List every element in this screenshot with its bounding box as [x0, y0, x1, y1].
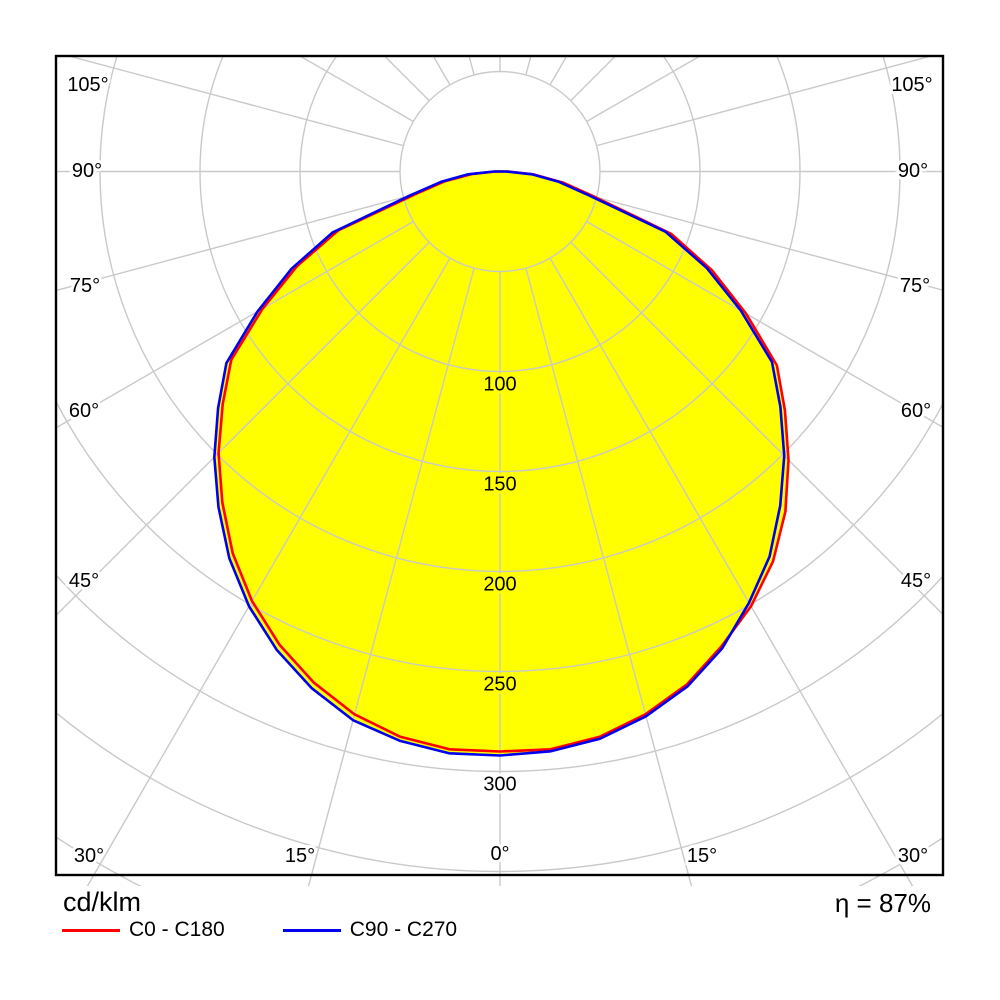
ring-label-150: 150 [483, 474, 516, 496]
angle-label-30deg: 30° [74, 845, 104, 867]
angle-label-90deg: 90° [898, 160, 928, 182]
spoke-gridline-75 [596, 196, 943, 291]
spoke-gridline-150 [549, 56, 568, 86]
angle-label-15deg: 15° [687, 845, 717, 867]
angle-label-45deg: 45° [69, 570, 99, 592]
spoke-gridline-240 [298, 56, 414, 123]
c90-c270-curve [213, 170, 786, 757]
ring-label-layer: 100 150 200 250 300 [480, 371, 519, 799]
plot-frame [54, 54, 945, 877]
spoke-gridline-15 [525, 267, 693, 886]
units-label: cd/klm [63, 887, 142, 917]
curve-fill-layer [214, 171, 789, 756]
angle-label-30deg: 30° [898, 845, 928, 867]
angle-label-0deg: 0° [490, 843, 509, 865]
spoke-gridline-330 [86, 257, 451, 886]
legend: C0 - C180 C90 - C270 [62, 918, 457, 942]
legend-item-c0: C0 - C180 [62, 918, 225, 942]
angle-label-15deg: 15° [285, 845, 315, 867]
spoke-gridline-195 [468, 56, 475, 76]
ring-label-200: 200 [483, 574, 516, 596]
spoke-gridline-165 [525, 56, 532, 76]
curve-fill-c90 [214, 171, 785, 756]
spoke-gridline-255 [66, 56, 404, 147]
curve-layer [213, 170, 790, 757]
spoke-gridline-120 [586, 56, 702, 123]
angle-label-60deg: 60° [69, 400, 99, 422]
ring-label-300: 300 [483, 774, 516, 796]
spoke-gridline-210 [432, 56, 451, 86]
angle-label-105deg: 105° [67, 74, 108, 96]
angle-label-90deg: 90° [72, 160, 102, 182]
angle-label-105deg: 105° [891, 74, 932, 96]
legend-label-c0: C0 - C180 [129, 918, 225, 941]
spoke-gridline-105 [596, 56, 934, 147]
spoke-gridline-285 [56, 196, 404, 292]
angle-label-75deg: 75° [900, 275, 930, 297]
legend-item-c90: C90 - C270 [282, 918, 458, 942]
angle-label-60deg: 60° [901, 400, 931, 422]
spoke-gridline-345 [307, 267, 475, 886]
ring-label-250: 250 [483, 674, 516, 696]
spoke-gridline-45 [570, 241, 943, 616]
spoke-gridline-30 [549, 257, 914, 886]
spoke-gridline-315 [56, 241, 430, 617]
angle-label-45deg: 45° [901, 570, 931, 592]
spoke-gridline-225 [383, 56, 430, 102]
spoke-gridline-300 [56, 220, 414, 429]
c0-line-swatch [62, 928, 120, 932]
ring-label-100: 100 [483, 374, 516, 396]
c0-c180-curve [217, 170, 790, 753]
angle-label-75deg: 75° [70, 275, 100, 297]
c90-line-swatch [282, 928, 341, 932]
legend-label-c90: C90 - C270 [349, 918, 458, 941]
spoke-gridline-135 [570, 56, 617, 102]
efficiency-label: η = 87% [834, 888, 931, 918]
angle-label-layer: 105° 90° 75° 60° 45° 105° 90° 75° 60° 45° 30° 15° 0°… [64, 71, 935, 870]
spoke-gridline-60 [586, 220, 943, 429]
